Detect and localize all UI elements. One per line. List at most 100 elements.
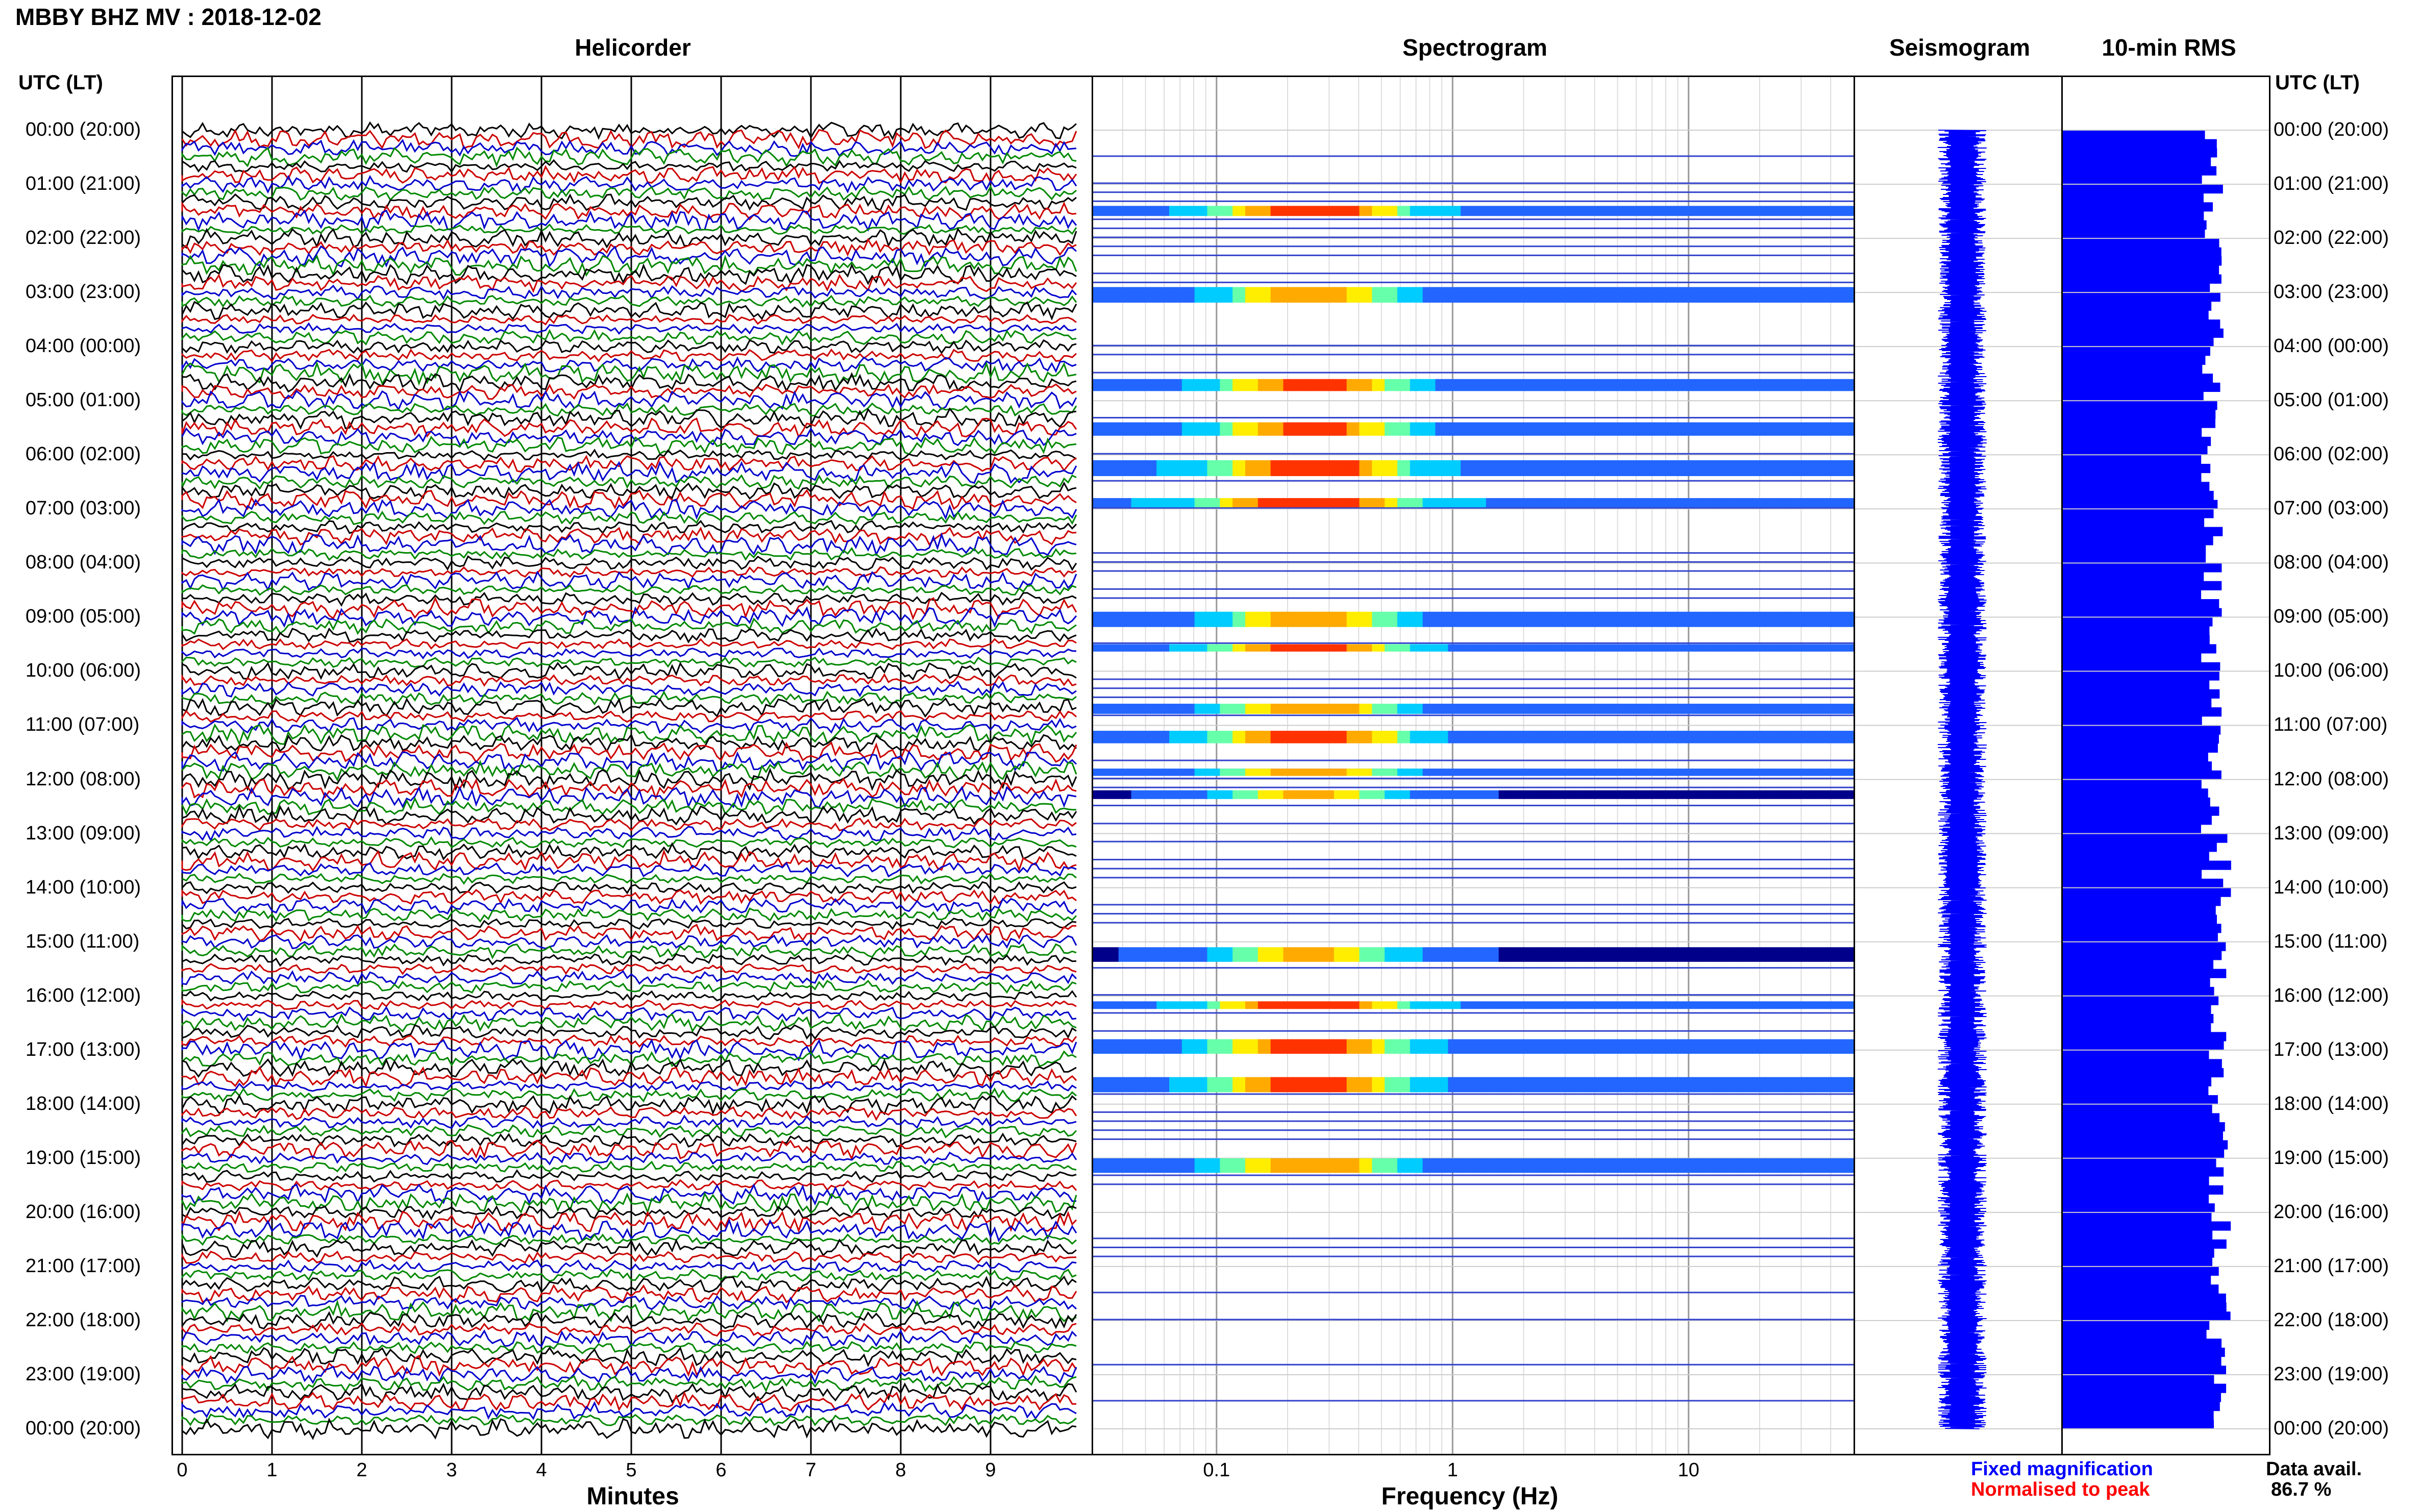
- spectrogram-cell: [1752, 947, 1766, 962]
- spectrogram-cell: [1220, 422, 1233, 436]
- spectrogram-cell: [1385, 644, 1398, 652]
- spectrogram-cell: [1181, 287, 1195, 303]
- spectrogram-cell: [1245, 611, 1258, 627]
- helicorder-trace: [181, 1232, 1077, 1246]
- helicorder-trace: [181, 1375, 1077, 1393]
- time-label-left: 10:00 (06:00): [26, 660, 141, 682]
- spectrogram-cell: [1549, 947, 1563, 962]
- spectrogram-cell: [1574, 731, 1588, 743]
- spectrogram-cell: [1511, 769, 1525, 776]
- spectrogram-cell: [1815, 731, 1829, 743]
- spectrogram-cell: [1841, 769, 1854, 776]
- spectrogram-cell: [1790, 790, 1804, 799]
- helicorder-trace: [181, 455, 1077, 473]
- time-label-left: 12:00 (08:00): [26, 768, 141, 790]
- spectrogram-cell: [1815, 1039, 1829, 1054]
- spectrogram-cell: [1739, 460, 1753, 476]
- spectrogram-cell: [1613, 422, 1626, 436]
- spectrogram-cell: [1257, 704, 1271, 714]
- spectrogram-cell: [1511, 422, 1525, 436]
- spectrogram-cell: [1498, 498, 1512, 508]
- spectrogram-cell: [1498, 1158, 1512, 1173]
- spectrogram-cell: [1385, 947, 1398, 962]
- spectrogram-cell: [1650, 498, 1664, 508]
- rms-bar: [2063, 897, 2221, 906]
- spectrogram-cell: [1714, 644, 1727, 652]
- spectrogram-row: [1093, 227, 1854, 229]
- spectrogram-row: [1093, 417, 1854, 419]
- spectrogram-cell: [1473, 1001, 1487, 1009]
- spectrogram-cell: [1105, 644, 1119, 652]
- rms-title: 10-min RMS: [2102, 34, 2236, 61]
- spectrogram-cell: [1676, 790, 1690, 799]
- spectrogram-cell: [1752, 611, 1766, 627]
- spectrogram-cell: [1473, 422, 1487, 436]
- spectrogram-cell: [1689, 731, 1702, 743]
- utc-label-right: UTC (LT): [2275, 71, 2360, 94]
- spectrogram-cell: [1296, 1039, 1310, 1054]
- helicorder-trace: [181, 185, 1077, 202]
- helicorder-x-tick: 3: [446, 1459, 457, 1481]
- spectrogram-cell: [1346, 498, 1360, 508]
- spectrogram-cell: [1283, 611, 1297, 627]
- spectrogram-row: [1093, 804, 1854, 806]
- spectrogram-cell: [1257, 790, 1271, 799]
- spectrogram-cell: [1270, 947, 1284, 962]
- spectrogram-cell: [1194, 1039, 1208, 1054]
- spectrogram-cell: [1498, 460, 1512, 476]
- rms-bar: [2063, 301, 2212, 311]
- rms-bar: [2063, 1149, 2225, 1159]
- spectrogram-cell: [1220, 704, 1233, 714]
- spectrogram-cell: [1144, 206, 1157, 216]
- time-label-right: 07:00 (03:00): [2274, 498, 2389, 519]
- time-label-right: 05:00 (01:00): [2274, 389, 2389, 411]
- spectrogram-cell: [1309, 460, 1322, 476]
- spectrogram-cell: [1283, 1039, 1297, 1054]
- spectrogram-cell: [1739, 644, 1753, 652]
- time-label-right: 14:00 (10:00): [2274, 876, 2389, 898]
- helicorder-trace: [181, 584, 1077, 596]
- spectrogram-cell: [1461, 704, 1474, 714]
- spectrogram-cell: [1245, 287, 1258, 303]
- spectrogram-cell: [1498, 611, 1512, 627]
- spectrogram-cell: [1410, 287, 1423, 303]
- spectrogram-cell: [1726, 498, 1740, 508]
- spectrogram-row: [1093, 994, 1854, 996]
- spectrogram-cell: [1701, 704, 1715, 714]
- spectrogram-cell: [1270, 704, 1284, 714]
- helicorder-trace: [181, 435, 1077, 456]
- spectrogram-row: [1093, 354, 1854, 356]
- spectrogram-cell: [1220, 1158, 1233, 1173]
- spectrogram-cell: [1638, 790, 1651, 799]
- helicorder-trace: [181, 294, 1077, 308]
- spectrogram-cell: [1410, 644, 1423, 652]
- spectrogram-cell: [1701, 498, 1715, 508]
- spectrogram-cell: [1156, 1077, 1170, 1093]
- spectrogram-cell: [1270, 644, 1284, 652]
- spectrogram-cell: [1486, 947, 1499, 962]
- spectrogram-cell: [1461, 769, 1474, 776]
- spectrogram-cell: [1207, 206, 1221, 216]
- spectrogram-cell: [1296, 704, 1310, 714]
- spectrogram-cell: [1207, 1158, 1221, 1173]
- time-label-left: 20:00 (16:00): [26, 1201, 141, 1223]
- spectrogram-cell: [1422, 611, 1436, 627]
- spectrogram-cell: [1613, 731, 1626, 743]
- spectrogram-cell: [1714, 287, 1727, 303]
- spectrogram-cell: [1410, 422, 1423, 436]
- rms-bar: [2063, 1320, 2210, 1330]
- spectrogram-row: [1093, 777, 1854, 779]
- spectrogram-cell: [1473, 644, 1487, 652]
- spectrogram-cell: [1613, 644, 1626, 652]
- spectrogram-cell: [1359, 1158, 1373, 1173]
- spectrogram-cell: [1448, 731, 1462, 743]
- rms-bar: [2063, 148, 2217, 158]
- spectrogram-cell: [1524, 206, 1538, 216]
- spectrogram-cell: [1828, 422, 1842, 436]
- spectrogram-cell: [1689, 1158, 1702, 1173]
- spectrogram-cell: [1790, 611, 1804, 627]
- spectrogram-cell: [1334, 769, 1347, 776]
- spectrogram-cell: [1232, 287, 1246, 303]
- spectrogram-cell: [1144, 1001, 1157, 1009]
- spectrogram-cell: [1676, 1158, 1690, 1173]
